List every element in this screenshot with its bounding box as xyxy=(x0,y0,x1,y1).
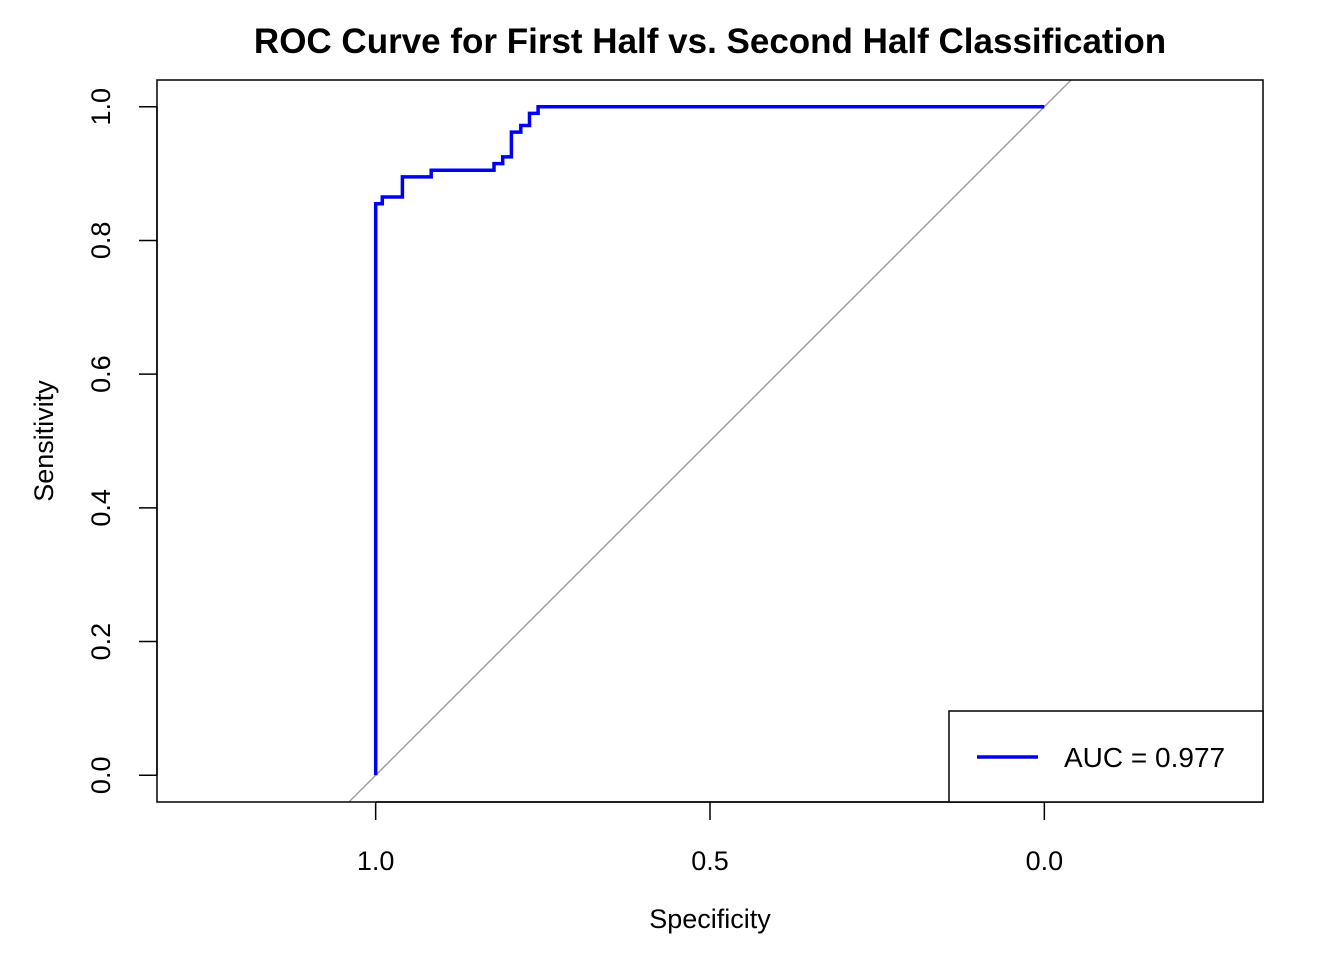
y-tick-label: 0.2 xyxy=(86,623,116,661)
x-axis: 1.0 0.5 0.0 xyxy=(357,801,1064,876)
chart-title: ROC Curve for First Half vs. Second Half… xyxy=(254,22,1166,61)
reference-diagonal xyxy=(348,79,1072,803)
y-tick-label: 0.8 xyxy=(86,222,116,260)
x-tick-label: 0.5 xyxy=(691,846,729,876)
roc-curve xyxy=(373,104,1045,776)
y-tick-label: 0.6 xyxy=(86,355,116,393)
legend-label: AUC = 0.977 xyxy=(1064,742,1225,773)
y-tick-label: 0.4 xyxy=(86,489,116,527)
y-axis-label: Sensitivity xyxy=(29,380,59,502)
plot-area xyxy=(348,79,1072,803)
x-tick-label: 0.0 xyxy=(1026,846,1064,876)
x-axis-label: Specificity xyxy=(649,904,771,934)
y-axis: 0.0 0.2 0.4 0.6 0.8 1.0 xyxy=(86,88,158,795)
x-tick-label: 1.0 xyxy=(357,846,395,876)
legend: AUC = 0.977 xyxy=(948,710,1264,803)
y-tick-label: 0.0 xyxy=(86,757,116,795)
y-tick-label: 1.0 xyxy=(86,88,116,126)
